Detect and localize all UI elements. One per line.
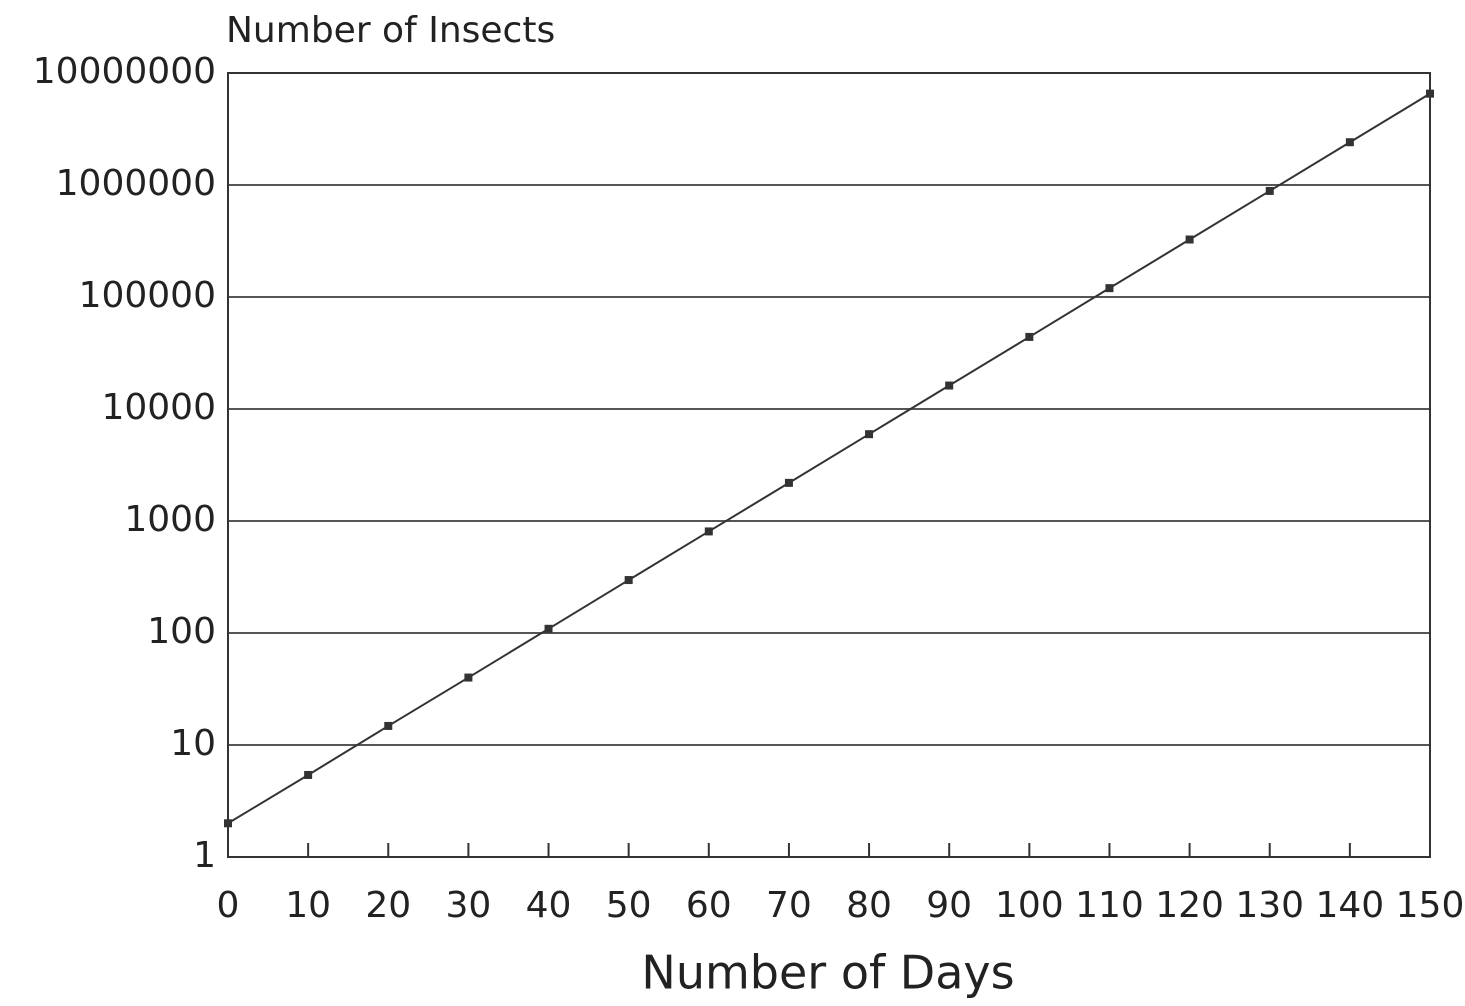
data-point xyxy=(784,478,793,487)
data-point xyxy=(1185,235,1194,244)
x-tick-label: 60 xyxy=(686,885,732,926)
y-tick-label: 1 xyxy=(193,835,216,876)
data-point xyxy=(704,527,713,536)
data-point xyxy=(544,624,553,633)
data-point xyxy=(945,381,954,390)
x-tick-label: 10 xyxy=(285,885,331,926)
data-line xyxy=(227,92,1431,825)
data-point xyxy=(1105,284,1114,293)
data-point xyxy=(464,673,473,682)
x-tick-label: 130 xyxy=(1235,885,1304,926)
y-tick-label: 1000 xyxy=(124,499,216,540)
x-tick-label: 70 xyxy=(766,885,812,926)
y-tick-label: 1000000 xyxy=(56,163,216,204)
data-point xyxy=(224,819,232,828)
x-tick-label: 40 xyxy=(526,885,572,926)
x-tick-label: 120 xyxy=(1155,885,1224,926)
x-tick-label: 30 xyxy=(445,885,491,926)
x-tick-label: 150 xyxy=(1396,885,1465,926)
data-point xyxy=(1025,332,1034,341)
x-tick-label: 110 xyxy=(1075,885,1144,926)
y-tick-label: 10000 xyxy=(101,387,216,428)
x-tick-label: 50 xyxy=(606,885,652,926)
x-axis-label: Number of Days xyxy=(641,946,1014,1000)
data-point xyxy=(384,721,393,730)
x-tick-label: 20 xyxy=(365,885,411,926)
plot-frame xyxy=(227,72,1431,858)
data-point xyxy=(624,576,633,585)
x-tick-label: 90 xyxy=(926,885,972,926)
data-point xyxy=(865,430,874,439)
x-tick-label: 140 xyxy=(1316,885,1385,926)
data-point xyxy=(1265,186,1274,195)
x-tick-label: 0 xyxy=(217,885,240,926)
chart-title: Number of Insects xyxy=(226,10,555,51)
y-tick-label: 100 xyxy=(147,611,216,652)
data-point xyxy=(1345,138,1354,147)
y-tick-label: 10 xyxy=(170,723,216,764)
y-tick-label: 10000000 xyxy=(33,51,216,92)
data-point xyxy=(1426,89,1434,98)
x-tick-label: 100 xyxy=(995,885,1064,926)
y-tick-label: 100000 xyxy=(79,275,216,316)
x-tick-label: 80 xyxy=(846,885,892,926)
data-point xyxy=(304,770,313,779)
